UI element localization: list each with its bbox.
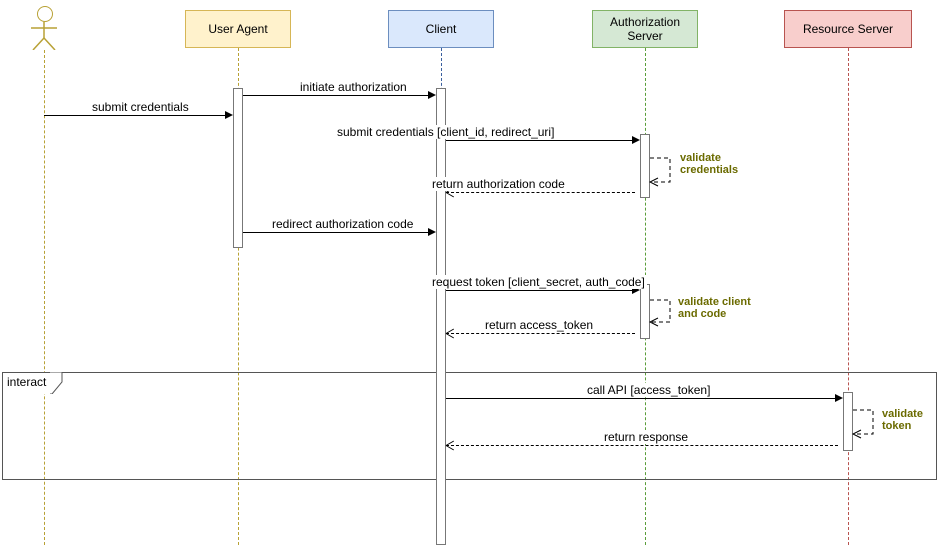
msg-label: return access_token [483, 318, 595, 332]
msg-label: request token [client_secret, auth_code] [430, 275, 647, 289]
sequence-diagram: { "diagram": { "type": "sequence", "back… [0, 0, 939, 545]
msg-label: validate credentials [680, 152, 738, 176]
msg-self-validate-client [650, 294, 680, 328]
msg-label: call API [access_token] [585, 383, 712, 397]
arrow-icon [835, 394, 843, 402]
msg-request-token [446, 290, 635, 291]
participant-client: Client [388, 10, 494, 48]
msg-label: validate client and code [678, 296, 751, 320]
msg-label: validate token [882, 408, 923, 432]
msg-return-response [446, 445, 838, 446]
msg-label: initiate authorization [298, 80, 409, 94]
interaction-frame [2, 372, 937, 480]
msg-call-api [446, 398, 838, 399]
arrow-icon [428, 91, 436, 99]
participant-resource-server: Resource Server [784, 10, 912, 48]
activation-auth-server-2 [640, 284, 650, 339]
participant-label: Client [426, 22, 457, 36]
interaction-frame-tab: interact [2, 372, 52, 394]
participant-label: Authorization Server [610, 15, 680, 44]
activation-auth-server-1 [640, 134, 650, 198]
participant-label: User Agent [208, 22, 267, 36]
msg-label: redirect authorization code [270, 217, 415, 231]
msg-return-auth-code [446, 192, 635, 193]
frame-tab-notch [50, 372, 66, 394]
arrow-icon [632, 136, 640, 144]
participant-label: Resource Server [803, 22, 893, 36]
msg-label: return authorization code [430, 177, 567, 191]
msg-return-access-token [446, 333, 635, 334]
msg-label: submit credentials [90, 100, 191, 114]
participant-auth-server: Authorization Server [592, 10, 698, 48]
participant-user-agent: User Agent [185, 10, 291, 48]
arrow-icon [428, 228, 436, 236]
msg-label: submit credentials [client_id, redirect_… [335, 125, 556, 139]
msg-initiate-authorization [243, 95, 431, 96]
msg-redirect-auth-code [243, 232, 431, 233]
msg-submit-credentials-client [446, 140, 635, 141]
arrow-icon [225, 111, 233, 119]
msg-label: return response [602, 430, 690, 444]
activation-resource-server [843, 392, 853, 451]
actor-body-svg [28, 20, 60, 50]
activation-client [436, 88, 446, 545]
msg-submit-credentials-actor [44, 115, 228, 116]
frame-label: interact [7, 375, 46, 389]
msg-self-validate-token [853, 404, 883, 440]
activation-user-agent [233, 88, 243, 248]
msg-self-validate-credentials [650, 152, 680, 188]
